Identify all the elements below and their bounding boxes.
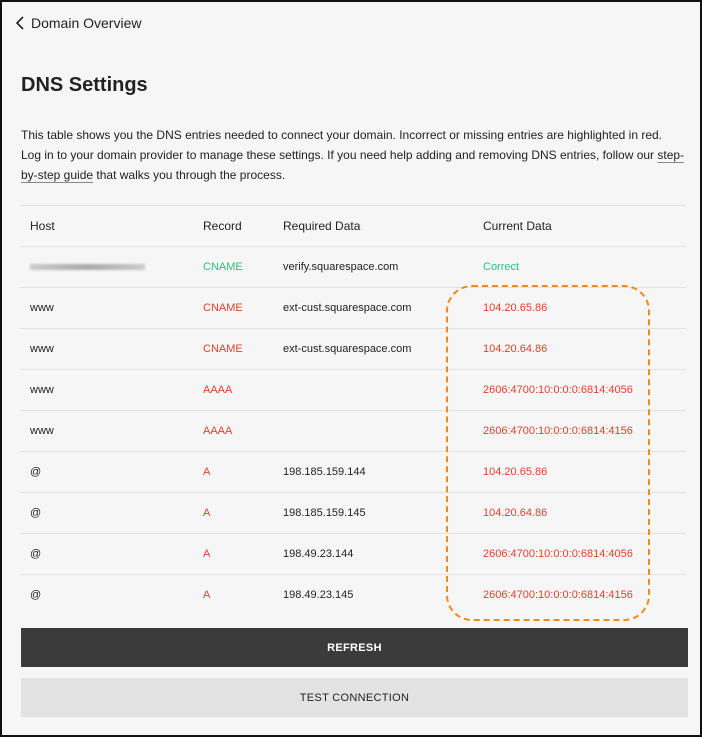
current-data-cell: 104.20.64.86 [483, 507, 548, 519]
current-data-cell: 2606:4700:10:0:0:0:6814:4056 [483, 384, 633, 396]
table-row: @ A 198.185.159.145 104.20.64.86 [20, 492, 686, 534]
header-host: Host [30, 219, 55, 233]
required-data-cell: verify.squarespace.com [283, 261, 399, 273]
current-data-cell: 104.20.64.86 [483, 343, 548, 355]
current-data-cell: 2606:4700:10:0:0:0:6814:4156 [483, 589, 633, 602]
table-row: @ A 198.49.23.144 2606:4700:10:0:0:0:6814:4… [20, 533, 686, 575]
step-by-step-guide-link[interactable]: step-by-step guide [21, 148, 685, 182]
table-row: www AAAA 2606:4700:10:0:0:0:6814:4056 [20, 369, 686, 411]
description-text-end: that walks you through the process. [93, 168, 286, 182]
header-record: Record [203, 219, 242, 233]
record-cell: CNAME [203, 302, 243, 314]
host-cell: www [30, 425, 54, 437]
record-cell: CNAME [203, 261, 243, 273]
required-data-cell: 198.185.159.145 [283, 507, 366, 519]
description-text: This table shows you the DNS entries nee… [21, 128, 663, 162]
header-required-data: Required Data [283, 219, 361, 233]
host-cell [20, 247, 203, 288]
table-row: www CNAME ext-cust.squarespace.com 104.20.6… [20, 328, 686, 370]
dns-table: Host Record Required Data Current Data C… [20, 205, 686, 616]
back-link[interactable]: Domain Overview [15, 15, 141, 31]
redacted-host [30, 264, 145, 270]
host-cell: @ [30, 548, 42, 560]
record-cell: AAAA [203, 384, 233, 396]
chevron-left-icon [15, 16, 24, 30]
record-cell: CNAME [203, 343, 243, 355]
current-data-cell: 104.20.65.86 [483, 466, 548, 478]
required-data-cell: 198.185.159.144 [283, 466, 366, 478]
host-cell: @ [30, 466, 42, 478]
table-row: @ A 198.185.159.144 104.20.65.86 [20, 451, 686, 493]
record-cell: A [203, 466, 211, 478]
required-data-cell: ext-cust.squarespace.com [283, 302, 412, 314]
host-cell: www [30, 302, 54, 314]
host-cell: www [30, 384, 54, 396]
back-label: Domain Overview [31, 15, 142, 31]
test-connection-button[interactable]: TEST CONNECTION [21, 678, 688, 717]
required-data-cell: 198.49.23.145 [283, 589, 354, 602]
required-data-cell [283, 370, 483, 411]
description: This table shows you the DNS entries nee… [21, 125, 685, 185]
table-row: www AAAA 2606:4700:10:0:0:0:6814:4156 [20, 410, 686, 452]
current-data-cell: Correct [483, 261, 520, 273]
required-data-cell: 198.49.23.144 [283, 548, 354, 560]
refresh-button[interactable]: REFRESH [21, 628, 688, 667]
record-cell: A [203, 507, 211, 519]
table-header: Host Record Required Data Current Data [20, 205, 686, 247]
host-cell: @ [30, 589, 42, 602]
page-title: DNS Settings [21, 74, 148, 96]
table-row: www CNAME ext-cust.squarespace.com 104.20.6… [20, 287, 686, 329]
host-cell: www [30, 343, 54, 355]
host-cell: @ [30, 507, 42, 519]
record-cell: AAAA [203, 425, 233, 437]
table-row: @ A 198.49.23.145 2606:4700:10:0:0:0:6814:4… [20, 574, 686, 616]
required-data-cell [283, 411, 483, 452]
record-cell: A [203, 589, 211, 602]
header-current-data: Current Data [483, 219, 552, 233]
table-row: CNAME verify.squarespace.com Correct [20, 246, 686, 288]
current-data-cell: 104.20.65.86 [483, 302, 548, 314]
record-cell: A [203, 548, 211, 560]
required-data-cell: ext-cust.squarespace.com [283, 343, 412, 355]
current-data-cell: 2606:4700:10:0:0:0:6814:4056 [483, 548, 633, 560]
current-data-cell: 2606:4700:10:0:0:0:6814:4156 [483, 425, 633, 437]
